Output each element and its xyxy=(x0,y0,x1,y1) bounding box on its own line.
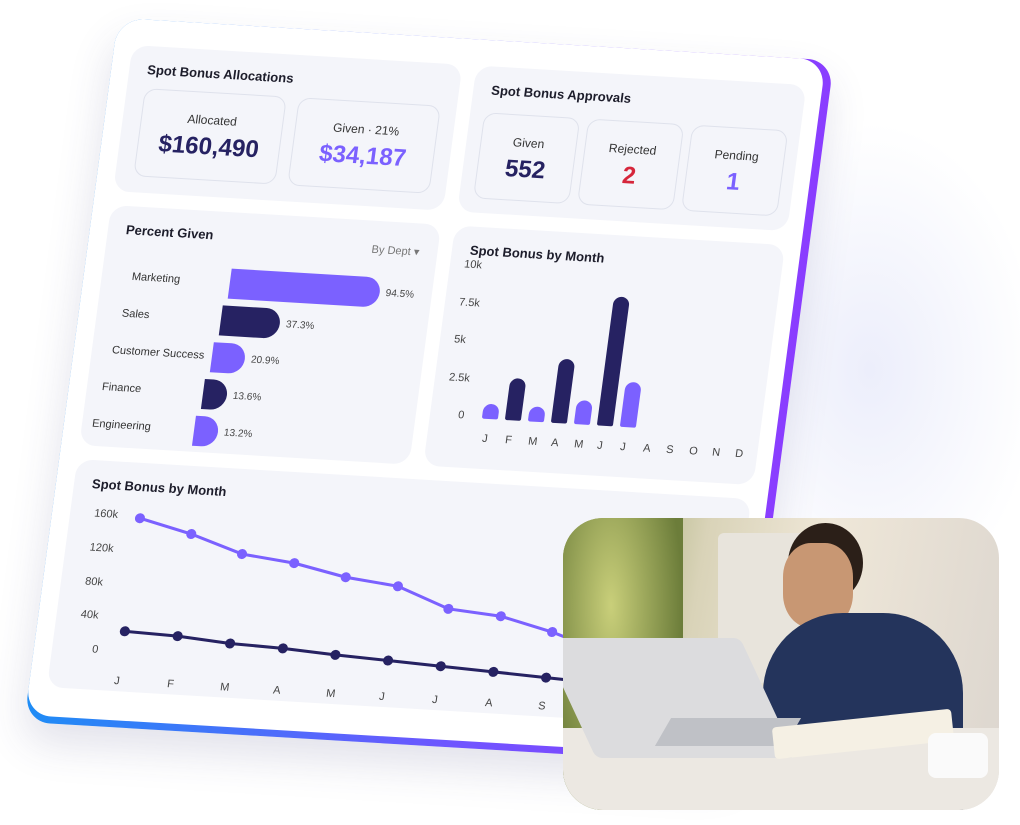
data-point xyxy=(392,581,404,592)
dept-label: Finance xyxy=(101,380,142,396)
percent-bar xyxy=(227,268,382,308)
percent-value-label: 13.2% xyxy=(223,427,253,441)
dashboard: Spot Bonus Allocations Allocated $160,49… xyxy=(25,18,826,758)
x-tick-label: S xyxy=(665,443,675,457)
y-tick-label: 80k xyxy=(84,574,104,589)
x-tick-label: O xyxy=(688,445,699,458)
x-tick-label: J xyxy=(596,439,604,452)
data-point xyxy=(134,513,145,524)
percent-value-label: 13.6% xyxy=(232,390,262,404)
month-bar xyxy=(619,381,642,428)
x-tick-label: J xyxy=(481,432,489,446)
approvals-given-label: Given xyxy=(512,135,546,152)
y-tick-label: 160k xyxy=(93,507,119,521)
data-point xyxy=(488,666,499,677)
approvals-panel: Spot Bonus Approvals Given 552 Rejected … xyxy=(457,65,807,232)
approvals-title: Spot Bonus Approvals xyxy=(490,82,633,106)
dept-label: Sales xyxy=(121,307,151,322)
data-point xyxy=(119,626,130,637)
allocations-panel: Spot Bonus Allocations Allocated $160,49… xyxy=(113,45,463,211)
dept-label: Customer Success xyxy=(111,344,206,362)
month-bar xyxy=(481,403,500,420)
x-tick-label: D xyxy=(734,447,744,461)
x-tick-label: A xyxy=(550,436,560,450)
data-point xyxy=(277,643,288,654)
y-tick-label: 120k xyxy=(88,541,115,555)
month-bar xyxy=(527,406,546,423)
series-line xyxy=(124,629,599,685)
pending-label: Pending xyxy=(713,147,760,164)
by-dept-dropdown[interactable]: By Dept ▾ xyxy=(371,243,420,259)
percent-bar xyxy=(200,378,229,411)
pending-value: 1 xyxy=(724,168,742,196)
given-stat: Given · 21% $34,187 xyxy=(287,97,441,194)
data-point xyxy=(383,655,394,666)
data-point xyxy=(541,672,552,683)
percent-bar xyxy=(191,415,220,448)
given-label: Given · 21% xyxy=(332,120,401,139)
y-tick-label: 7.5k xyxy=(458,295,481,310)
data-point xyxy=(186,529,197,540)
allocated-label: Allocated xyxy=(186,111,238,129)
rejected-stat: Rejected 2 xyxy=(576,118,685,211)
percent-given-panel: Percent Given By Dept ▾ Marketing 94.5% Sa… xyxy=(79,205,442,465)
data-point xyxy=(225,638,236,649)
data-point xyxy=(330,649,341,660)
chevron-down-icon: ▾ xyxy=(412,246,421,259)
data-point xyxy=(172,631,183,642)
monthly-bar-panel: Spot Bonus by Month 0 2.5k 5k 7.5k 10k J F M A M J… xyxy=(423,225,786,486)
data-point xyxy=(289,558,300,569)
x-tick-label: N xyxy=(711,446,721,459)
pending-stat: Pending 1 xyxy=(680,124,789,217)
person-at-laptop-photo xyxy=(563,518,999,810)
data-point xyxy=(340,572,351,583)
by-dept-label: By Dept xyxy=(370,243,412,259)
x-tick-label: F xyxy=(504,434,513,447)
data-point xyxy=(435,661,446,672)
series-line xyxy=(139,516,604,654)
y-tick-label: 2.5k xyxy=(448,370,471,385)
bar-chart-title: Spot Bonus by Month xyxy=(469,242,606,266)
x-tick-label: F xyxy=(166,678,175,691)
approvals-given-stat: Given 552 xyxy=(472,112,581,205)
x-tick-label: M xyxy=(219,681,231,694)
month-bar xyxy=(550,358,576,424)
dept-label: Engineering xyxy=(91,417,152,434)
percent-given-title: Percent Given xyxy=(125,222,215,243)
month-bar xyxy=(504,377,527,421)
line-chart xyxy=(119,513,604,685)
approvals-given-value: 552 xyxy=(503,155,547,185)
x-tick-label: J xyxy=(619,440,627,454)
percent-value-label: 20.9% xyxy=(250,354,281,368)
percent-value-label: 37.3% xyxy=(285,319,316,332)
y-tick-label: 5k xyxy=(453,333,467,347)
allocated-stat: Allocated $160,490 xyxy=(133,88,287,185)
x-tick-label: M xyxy=(527,435,539,449)
y-tick-label: 10k xyxy=(463,258,483,272)
allocations-title: Spot Bonus Allocations xyxy=(146,62,295,86)
data-point xyxy=(443,603,454,614)
monthly-line-panel: Spot Bonus by Month 0 40k 80k 120k 160k J F M A M… xyxy=(46,459,752,728)
percent-bar xyxy=(218,305,282,339)
x-tick-label: M xyxy=(325,687,337,701)
percent-bar xyxy=(209,342,248,375)
given-value: $34,187 xyxy=(317,139,408,173)
month-bar xyxy=(573,400,594,426)
rejected-label: Rejected xyxy=(608,140,658,158)
percent-value-label: 94.5% xyxy=(384,287,415,301)
data-point xyxy=(495,611,506,622)
y-tick-label: 40k xyxy=(79,608,100,622)
x-tick-label: M xyxy=(573,438,585,451)
dashboard-card: Spot Bonus Allocations Allocated $160,49… xyxy=(24,18,834,765)
allocated-value: $160,490 xyxy=(156,130,261,164)
rejected-value: 2 xyxy=(620,161,638,190)
data-point xyxy=(547,627,558,638)
dept-label: Marketing xyxy=(131,270,181,286)
x-tick-label: A xyxy=(642,442,652,455)
data-point xyxy=(236,549,248,560)
y-tick-label: 0 xyxy=(457,409,466,422)
